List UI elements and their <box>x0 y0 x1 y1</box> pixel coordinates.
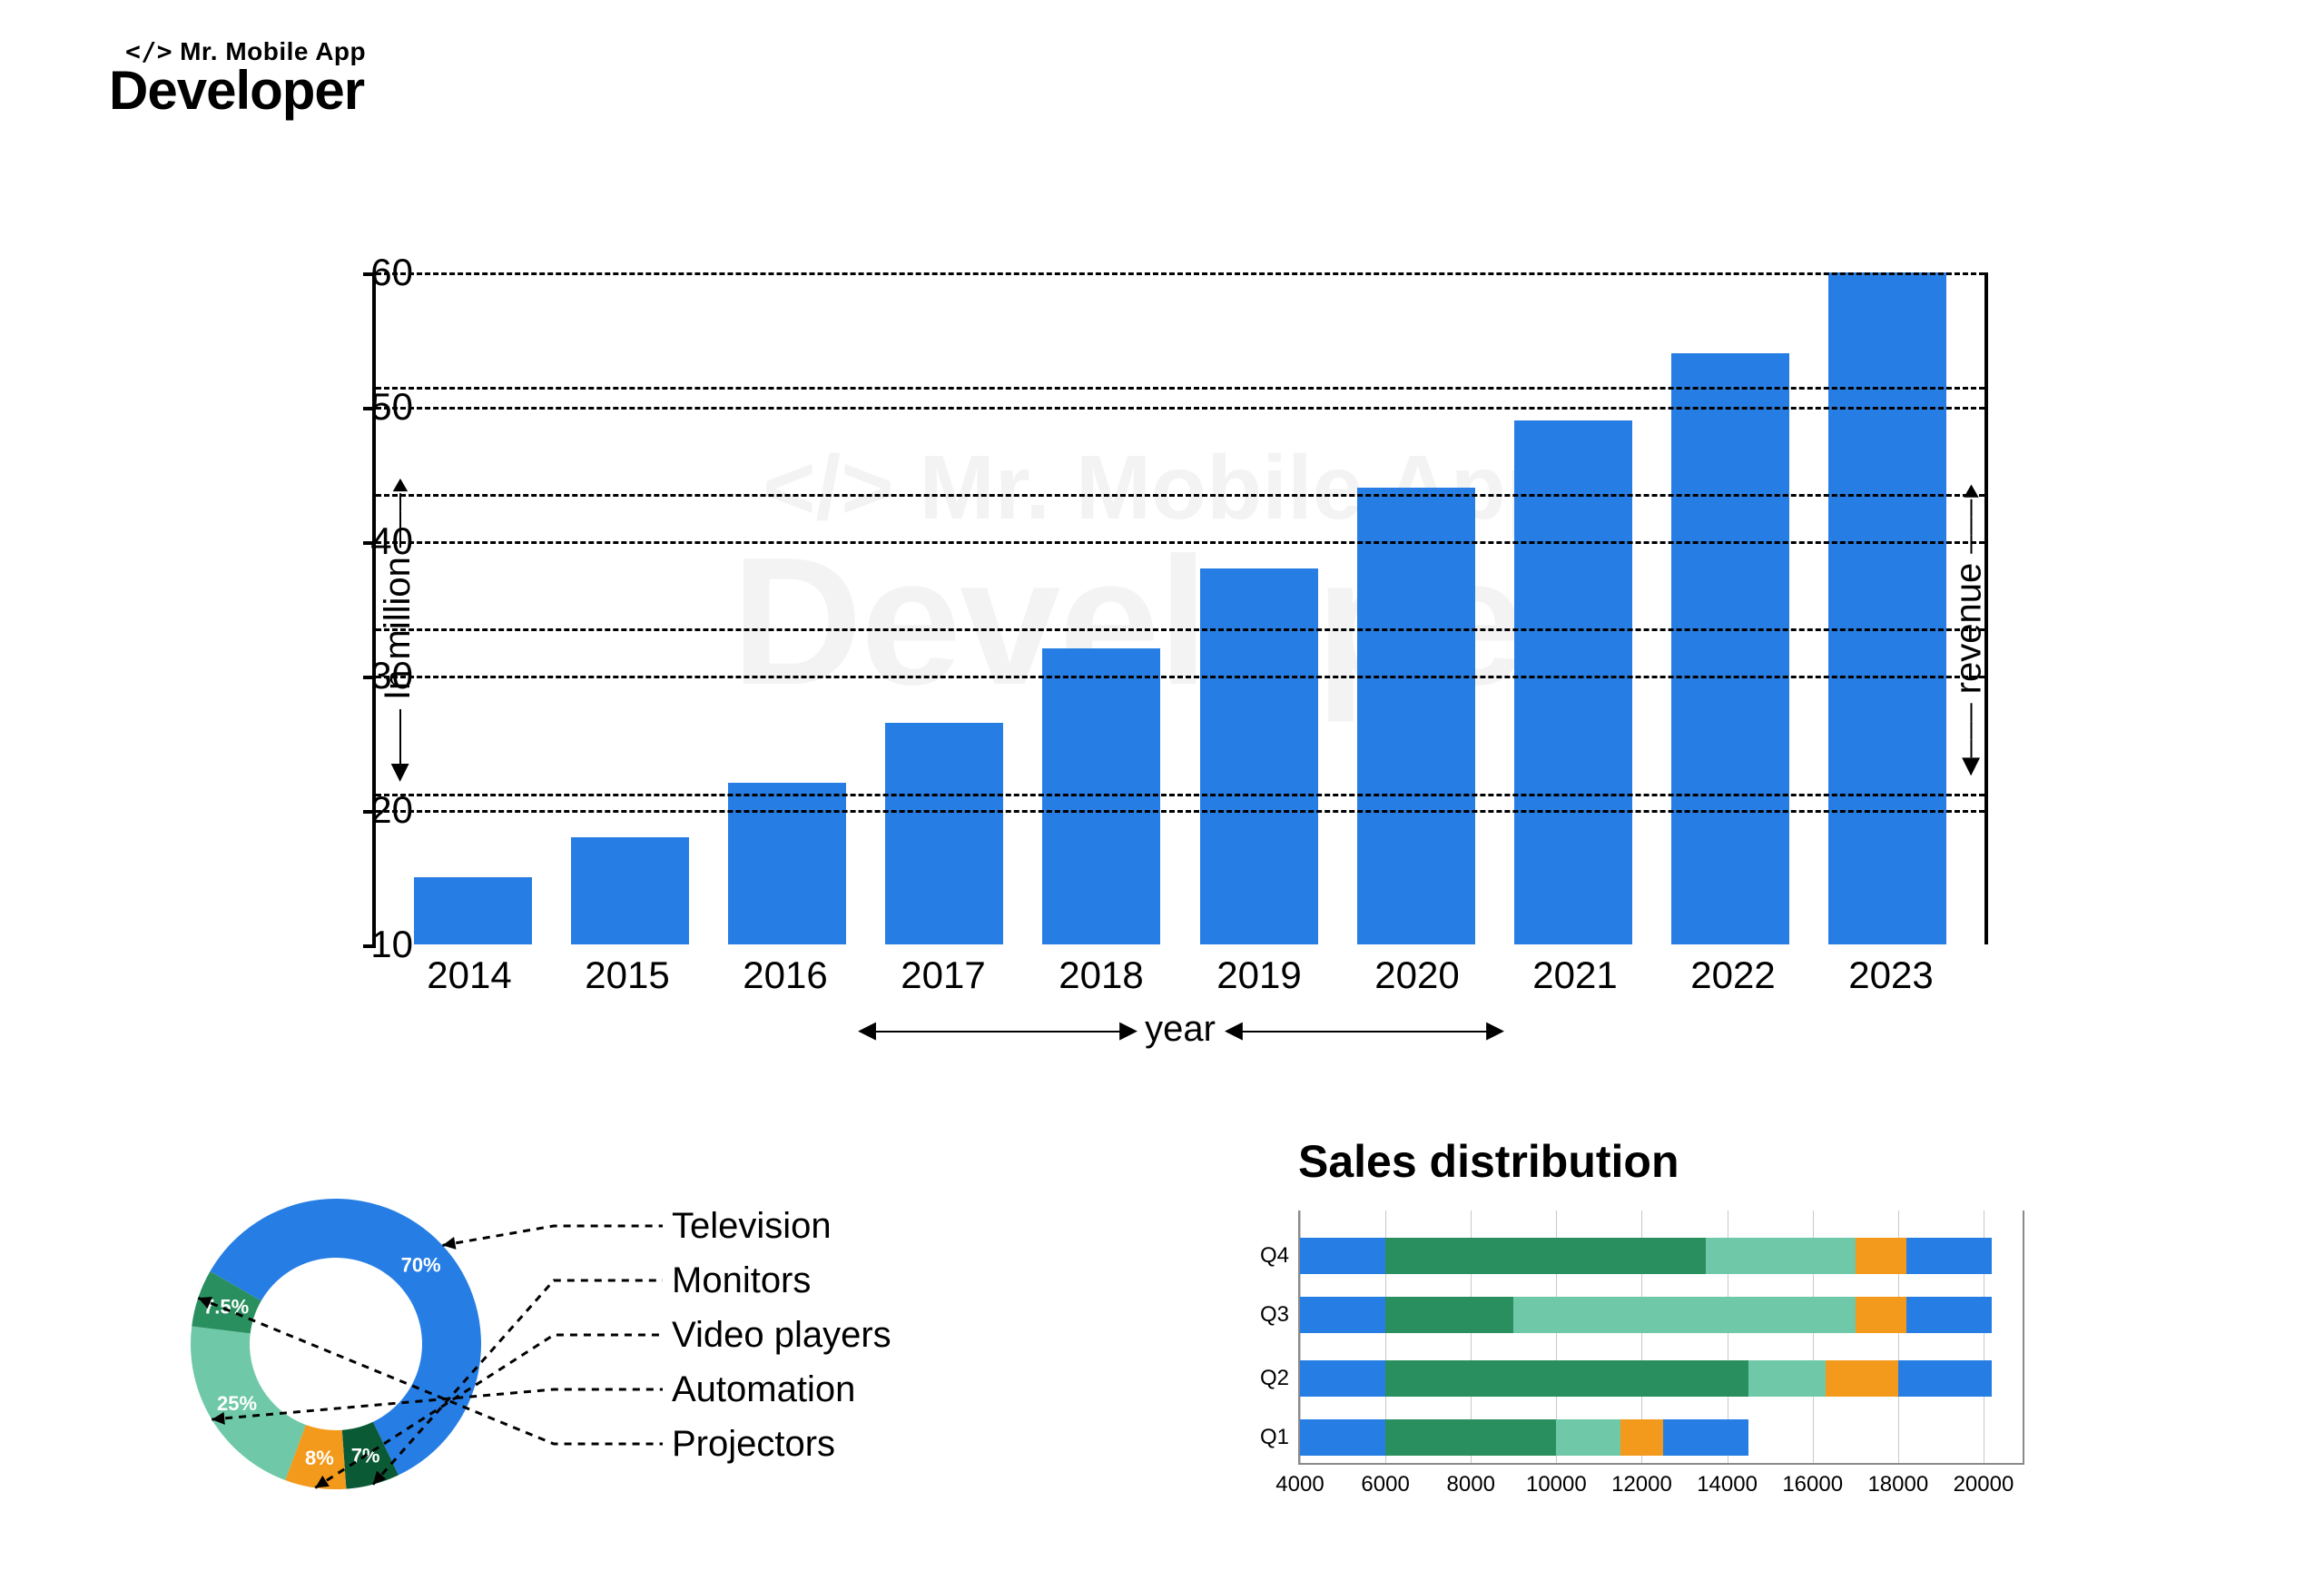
sales-segment <box>1620 1419 1663 1456</box>
logo-line2: Developer <box>109 66 366 115</box>
arrow-down-icon: ⎯⎯⎯▸ <box>1948 483 1989 554</box>
legend-item: Video players <box>672 1308 891 1362</box>
xtick-label: 2015 <box>568 954 686 997</box>
sales-xtick-label: 8000 <box>1447 1472 1495 1497</box>
sales-segment <box>1385 1297 1513 1333</box>
bar <box>1357 488 1475 944</box>
sales-xtick-label: 12000 <box>1611 1472 1672 1497</box>
sales-xtick-label: 6000 <box>1361 1472 1409 1497</box>
donut-chart-svg: 70% 7% 8% 25% 7.5% <box>172 1181 499 1507</box>
sales-segment <box>1300 1297 1385 1333</box>
xtick-label: 2019 <box>1200 954 1318 997</box>
sales-segment <box>1300 1238 1385 1274</box>
logo: </> Mr. Mobile App Developer <box>109 36 366 115</box>
ytick-label: 60 <box>350 251 413 294</box>
sales-segment <box>1748 1360 1826 1397</box>
sales-ytick-label: Q2 <box>1260 1366 1289 1391</box>
sales-chart: Sales distribution 400060008000100001200… <box>1298 1135 2115 1465</box>
sales-segment <box>1856 1297 1906 1333</box>
sales-segment <box>1300 1419 1385 1456</box>
sales-xtick-label: 20000 <box>1954 1472 2014 1497</box>
sales-segment <box>1513 1297 1855 1333</box>
sales-chart-title: Sales distribution <box>1298 1135 2115 1188</box>
donut-pct-label: 8% <box>305 1447 334 1469</box>
sales-xtick-label: 10000 <box>1526 1472 1587 1497</box>
xtick-label: 2021 <box>1516 954 1634 997</box>
xtick-label: 2022 <box>1674 954 1792 997</box>
donut-pct-label: 7.5% <box>203 1296 249 1319</box>
arrow-left-icon: ◂⎯⎯⎯⎯⎯⎯⎯⎯⎯⎯⎯⎯⎯⎯⎯▸ <box>858 1008 1136 1050</box>
bar <box>728 783 846 944</box>
yaxis-right-text: revenue <box>1948 563 1989 695</box>
sales-ytick-label: Q1 <box>1260 1425 1289 1450</box>
sales-segment <box>1826 1360 1898 1397</box>
donut-pct-label: 7% <box>351 1444 380 1467</box>
donut-pct-label: 70% <box>401 1253 441 1276</box>
donut-chart: 70% 7% 8% 25% 7.5% TelevisionMonitorsVideo p… <box>172 1162 1080 1544</box>
ytick-label: 30 <box>350 654 413 697</box>
sales-segment <box>1385 1360 1748 1397</box>
xtick-label: 2016 <box>726 954 844 997</box>
legend-item: Projectors <box>672 1417 891 1471</box>
sales-row <box>1300 1419 1748 1456</box>
sales-segment <box>1663 1419 1748 1456</box>
bar-chart-xaxis-label: ◂⎯⎯⎯⎯⎯⎯⎯⎯⎯⎯⎯⎯⎯⎯⎯▸ year ◂⎯⎯⎯⎯⎯⎯⎯⎯⎯⎯⎯⎯⎯⎯⎯▸ <box>372 1008 1988 1050</box>
xtick-label: 2017 <box>884 954 1002 997</box>
bar <box>571 837 689 944</box>
bar-chart-xlabels: 2014 2015 2016 2017 2018 2019 2020 2021 2022 2023 <box>372 954 1988 997</box>
xtick-label: 2023 <box>1832 954 1950 997</box>
sales-chart-plot: 4000600080001000012000140001600018000200… <box>1298 1210 2024 1465</box>
ytick-label: 40 <box>350 519 413 563</box>
sales-ytick-label: Q4 <box>1260 1243 1289 1269</box>
donut-chart-legend: TelevisionMonitorsVideo playersAutomatio… <box>672 1199 891 1471</box>
sales-xtick-label: 16000 <box>1782 1472 1843 1497</box>
bar <box>1514 420 1632 944</box>
sales-xtick-label: 4000 <box>1275 1472 1324 1497</box>
xtick-label: 2018 <box>1042 954 1160 997</box>
sales-segment <box>1385 1419 1556 1456</box>
legend-item: Monitors <box>672 1253 891 1308</box>
sales-segment <box>1300 1360 1385 1397</box>
ytick-label: 20 <box>350 788 413 832</box>
bar-chart-bars <box>376 272 1984 944</box>
bar <box>1828 272 1946 944</box>
arrow-up-icon: ◂⎯⎯⎯ <box>1948 703 1990 776</box>
sales-segment <box>1898 1360 1993 1397</box>
bar <box>1200 568 1318 944</box>
bar-chart-plot <box>372 272 1988 944</box>
ytick-label: 50 <box>350 385 413 429</box>
sales-segment <box>1906 1297 1992 1333</box>
sales-xtick-label: 14000 <box>1697 1472 1758 1497</box>
sales-xtick-label: 18000 <box>1867 1472 1928 1497</box>
bar <box>414 877 532 944</box>
donut-pct-label: 25% <box>217 1392 257 1415</box>
sales-segment <box>1706 1238 1856 1274</box>
xtick-label: 2020 <box>1358 954 1476 997</box>
legend-item: Automation <box>672 1362 891 1417</box>
sales-ytick-label: Q3 <box>1260 1302 1289 1328</box>
sales-row <box>1300 1360 1992 1397</box>
bar <box>885 723 1003 944</box>
sales-segment <box>1856 1238 1906 1274</box>
arrow-right-icon: ◂⎯⎯⎯⎯⎯⎯⎯⎯⎯⎯⎯⎯⎯⎯⎯▸ <box>1225 1008 1502 1050</box>
ytick-label: 10 <box>350 923 413 966</box>
legend-item: Television <box>672 1199 891 1253</box>
bar-chart: 2014 2015 2016 2017 2018 2019 2020 2021 2022 2023… <box>318 272 2043 1017</box>
xtick-label: 2014 <box>410 954 528 997</box>
sales-segment <box>1556 1419 1620 1456</box>
arrow-up-icon: ◂⎯⎯⎯ <box>377 709 419 782</box>
xaxis-text: year <box>1145 1009 1216 1050</box>
bar-chart-yaxis-right: ◂⎯⎯⎯ revenue ⎯⎯⎯▸ <box>1948 483 1990 776</box>
sales-segment <box>1385 1238 1706 1274</box>
sales-segment <box>1906 1238 1992 1274</box>
sales-row <box>1300 1297 1992 1333</box>
sales-row <box>1300 1238 1992 1274</box>
bar <box>1671 353 1789 944</box>
